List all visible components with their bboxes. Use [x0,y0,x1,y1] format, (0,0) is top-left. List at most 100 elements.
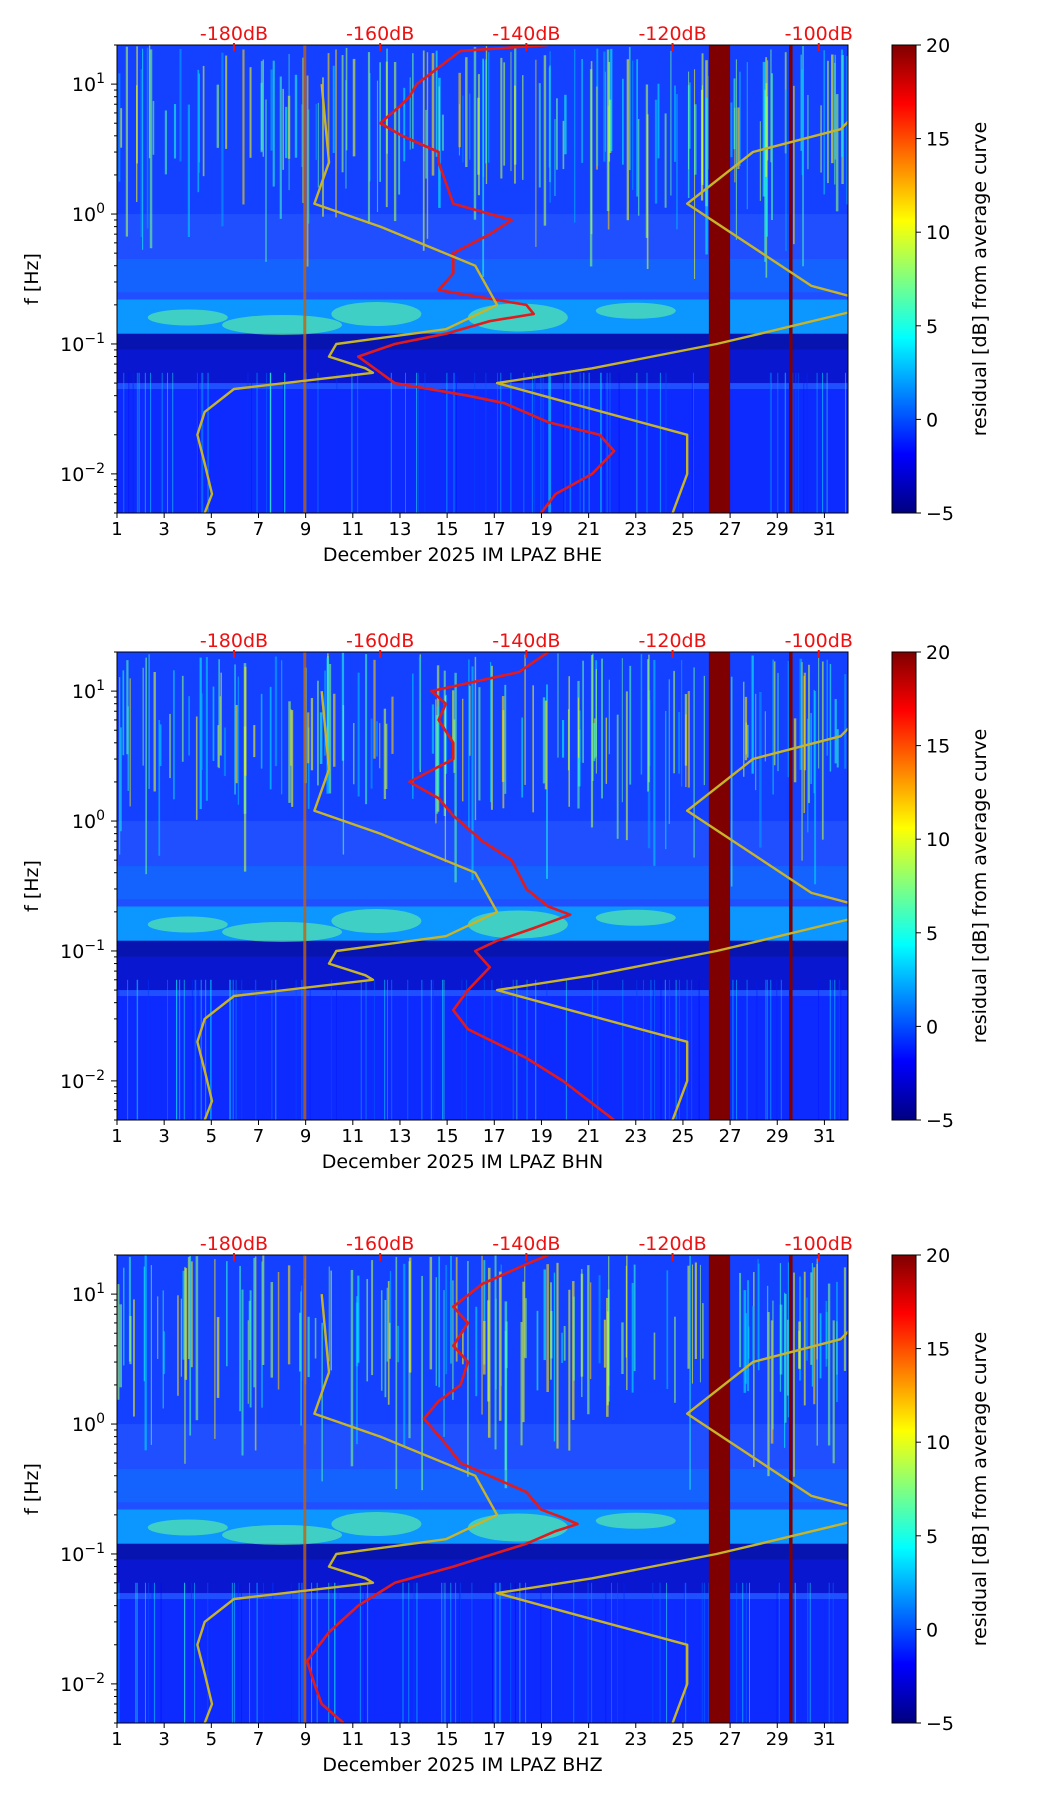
spectrogram-streak [214,1259,216,1439]
spectrogram-streak [524,654,526,785]
spectrogram-streak [221,52,224,227]
spectrogram-streak [189,1255,192,1436]
spectrogram-streak [587,1265,590,1415]
spectrogram-streak [207,1582,209,1723]
spectrogram-streak [730,102,733,158]
x-tick-label: 7 [253,1126,264,1147]
y-tick-exponent: 0 [96,201,105,217]
spectrogram-streak [272,1582,274,1723]
spectrogram-streak [183,979,185,1120]
spectrogram-streak [317,102,319,188]
spectrogram-streak [765,57,768,177]
spectrogram-streak [608,679,610,755]
spectrogram-streak [832,979,834,1120]
spectrogram-streak [237,676,239,805]
x-tick-label: 19 [530,1126,553,1147]
spectrogram-streak [365,654,368,805]
spectrogram-streak [199,657,202,809]
spectrogram-streak [249,67,252,158]
spectrogram-streak [425,109,427,179]
spectrogram-streak [260,82,263,153]
spectrogram-streak [136,46,138,164]
spectrogram-streak [442,1582,444,1723]
spectrogram-streak [240,1582,242,1723]
spectrogram-streak [764,711,766,762]
spectrogram-streak [514,85,516,184]
psd-curve [408,652,615,1120]
spectrogram-streak [481,1255,483,1415]
spectrogram-streak [504,1301,508,1489]
spectrogram-streak [167,979,169,1120]
spectrogram-streak [129,1315,132,1365]
spectrogram-streak [158,720,161,856]
spectrogram-streak [153,1582,155,1723]
spectrogram-streak [608,1256,610,1386]
spectrogram-streak [803,372,805,513]
spectrogram-streak [845,372,847,513]
spectrogram-streak [628,46,631,171]
colorbar-tick-label: 0 [926,1619,938,1641]
spectrogram-streak [814,690,817,885]
spectrogram-streak [282,88,284,170]
spectrogram-streak [119,677,121,855]
y-tick-label: 10−2 [60,461,105,486]
colorbar-tick-label: 0 [926,409,938,431]
x-tick-label: 15 [436,1126,459,1147]
spectrogram-streak [334,1582,336,1723]
x-tick-label: 3 [158,1126,169,1147]
spectrogram-streak [840,979,842,1120]
spectrogram-streak [832,1320,835,1464]
spectrogram-streak [220,672,222,756]
spectrogram-streak [403,87,406,162]
spectrogram-streak [223,727,226,777]
colorbar-tick-label: 15 [926,736,950,758]
spectrogram-streak [605,717,608,784]
spectrogram-streak [500,57,503,179]
spectrogram-streak [757,1259,759,1359]
spectrogram-streak [793,718,797,783]
spectrogram-streak [373,659,376,759]
spectrogram-blob [222,314,343,335]
spectrogram-streak [364,1582,366,1723]
spectrogram-streak [561,1332,563,1363]
spectrogram-streak [471,666,474,881]
spectrogram-streak [291,710,294,807]
y-tick-base: 10 [72,1284,96,1306]
y-tick-base: 10 [60,1544,84,1566]
colorbar-1: 20 15 10 5 0 −5 residual [dB] from average cur… [891,35,991,525]
spectrogram-streak [622,78,624,165]
y-tick-exponent: −2 [84,1068,105,1084]
spectrogram-streak [326,657,330,794]
spectrogram-streak [657,83,660,159]
spectrogram-streak [317,372,319,513]
spectrogram-streak [403,1263,406,1447]
x-tick-label: 27 [719,519,742,540]
spectrogram-streak [772,659,774,795]
spectrogram-streak [689,82,691,149]
spectrogram-streak [742,1582,744,1723]
spectrogram-streak [521,717,524,798]
nlnm-curve [196,1293,499,1723]
spectrogram-streak [772,1300,774,1430]
x-tick-label: 19 [530,1729,553,1750]
spectrogram-streak [210,979,212,1120]
spectrogram-streak [413,1582,415,1723]
spectrogram-streak [826,659,828,756]
x-tick-label: 29 [766,1126,789,1147]
spectrogram-streak [835,94,839,212]
spectrogram-streak [678,711,681,774]
spectrogram-streak [261,1261,263,1408]
spectrogram-streak [350,1269,354,1467]
spectrogram-streak [328,1266,330,1362]
colorbar-2: 20 15 10 5 0 −5 residual [dB] from average cur… [891,642,991,1132]
spectrogram-streak [167,372,169,513]
spectrogram-streak [698,979,700,1120]
spectrogram-streak [636,59,639,197]
spectrogram-streak [687,85,690,199]
spectrogram-streak [816,372,818,513]
spectrogram-streak [681,660,683,787]
spectrogram-streak [275,979,277,1120]
y-tick-base: 10 [60,941,84,963]
spectrogram-streak [834,62,836,185]
y-tick-label: 101 [72,71,105,96]
